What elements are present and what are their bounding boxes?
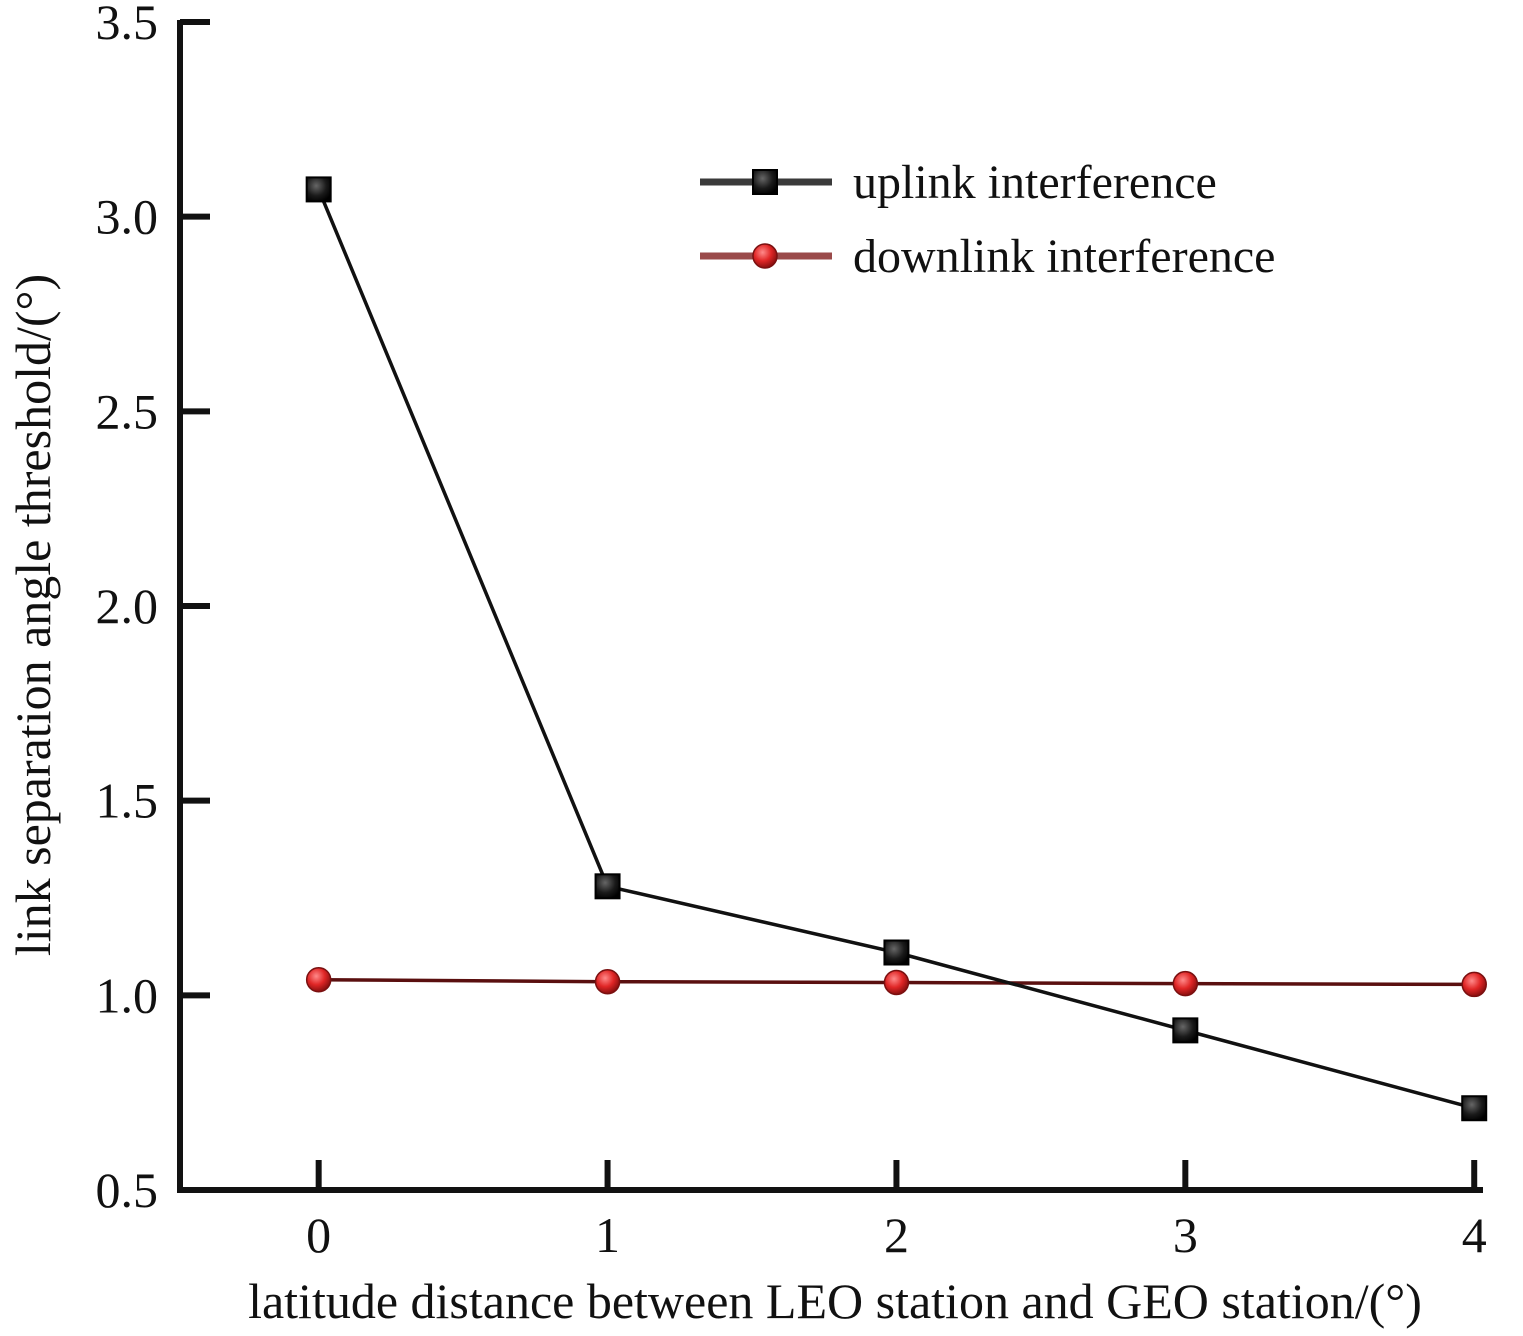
y-tick-label: 2.5 [96, 383, 159, 439]
data-point-square [883, 939, 910, 966]
data-point-circle [1461, 971, 1487, 998]
data-point-circle [305, 967, 332, 993]
legend-square-marker [752, 169, 778, 195]
legend-circle-marker [752, 243, 778, 269]
data-point-square [305, 176, 332, 203]
data-point-square [1461, 1095, 1488, 1122]
x-tick-label: 4 [1462, 1207, 1487, 1263]
x-axis-title: latitude distance between LEO station an… [248, 1273, 1422, 1329]
x-tick-label: 1 [595, 1207, 620, 1263]
y-tick-label: 3.5 [96, 0, 159, 50]
y-tick-label: 1.0 [96, 967, 159, 1023]
data-point-square [1172, 1017, 1199, 1044]
y-tick-label: 1.5 [96, 773, 159, 829]
y-tick-label: 0.5 [96, 1162, 159, 1218]
data-point-square [594, 873, 621, 900]
legend-item: downlink interference [700, 230, 1275, 283]
y-tick-label: 3.0 [96, 189, 159, 245]
axes: 0.5 1.0 1.5 2.0 2.5 3.0 3.5 0 1 2 3 4 [96, 0, 1487, 1263]
legend: uplink interference downlink interference [700, 156, 1275, 283]
data-point-circle [883, 969, 910, 996]
x-tick-label: 3 [1173, 1207, 1198, 1263]
y-tick-label: 2.0 [96, 578, 159, 634]
y-axis-title: link separation angle threshold/(°) [5, 274, 61, 956]
data-point-circle [594, 968, 621, 995]
legend-label: uplink interference [853, 156, 1217, 209]
x-tick-label: 2 [884, 1207, 909, 1263]
legend-item: uplink interference [700, 156, 1217, 209]
legend-label: downlink interference [853, 230, 1275, 283]
x-tick-label: 0 [306, 1207, 331, 1263]
series-uplink [305, 176, 1488, 1122]
series-downlink [305, 967, 1487, 998]
data-point-circle [1172, 970, 1199, 997]
series-layer [305, 176, 1488, 1122]
